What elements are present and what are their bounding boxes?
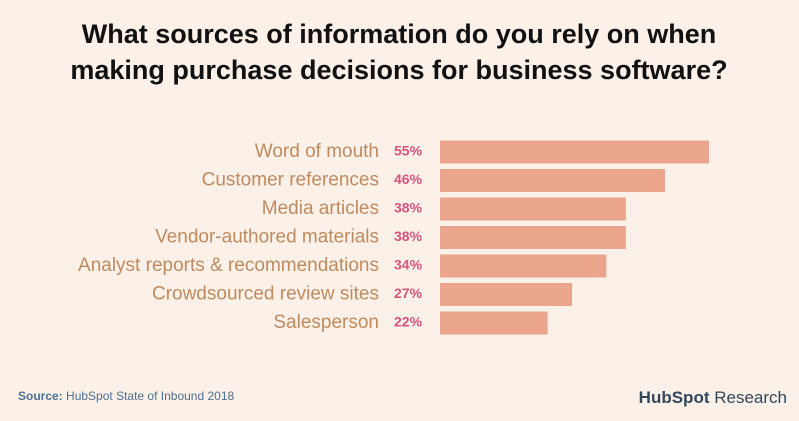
bar	[440, 169, 665, 192]
value-label: 55%	[394, 143, 423, 159]
category-label: Word of mouth	[255, 141, 379, 162]
category-label: Customer references	[202, 170, 379, 191]
category-label: Analyst reports & recommendations	[78, 255, 379, 276]
brand: HubSpot	[639, 388, 710, 407]
source-note: Source: HubSpot State of Inbound 2018	[18, 389, 234, 403]
value-label: 38%	[394, 200, 423, 216]
brand-logo: HubSpot Research	[639, 388, 787, 407]
category-label: Media articles	[262, 198, 379, 219]
chart-title: making purchase decisions for business s…	[70, 55, 727, 85]
source-label: Source:	[18, 389, 63, 403]
chart-title: What sources of information do you rely …	[82, 19, 717, 49]
value-label: 34%	[394, 257, 423, 273]
bar	[440, 197, 626, 221]
category-label: Salesperson	[273, 312, 379, 333]
bar	[440, 283, 573, 306]
value-label: 38%	[394, 228, 423, 244]
bar	[440, 226, 626, 249]
category-label: Vendor-authored materials	[155, 227, 379, 248]
bar	[440, 254, 607, 278]
source: HubSpot State of Inbound 2018	[66, 389, 234, 403]
value-label: 27%	[394, 285, 423, 301]
bar	[440, 311, 548, 335]
bar	[440, 140, 709, 164]
category-label: Crowdsourced review sites	[152, 284, 379, 305]
brand-suffix: Research	[714, 388, 787, 407]
value-label: 46%	[394, 171, 423, 187]
value-label: 22%	[394, 314, 423, 330]
